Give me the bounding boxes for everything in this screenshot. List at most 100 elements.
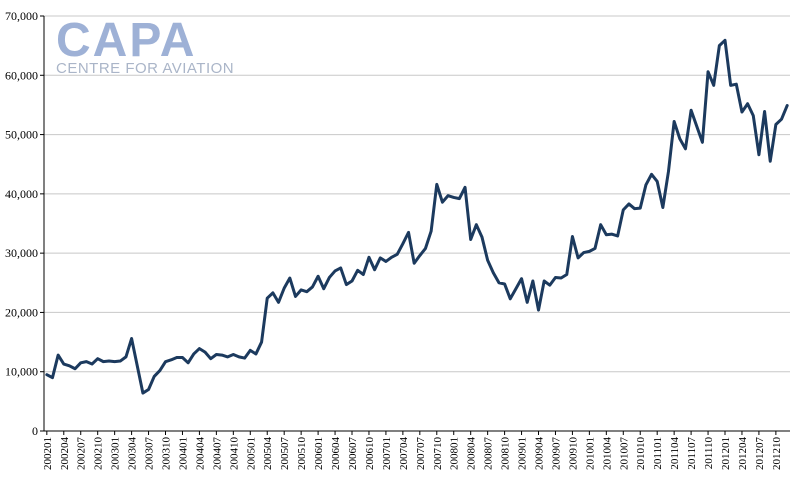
data-point — [119, 359, 122, 363]
x-tick-label: 200604 — [330, 437, 342, 471]
data-point — [661, 206, 665, 209]
x-tick-label: 200401 — [177, 437, 189, 470]
data-point — [181, 356, 184, 359]
data-point — [655, 180, 659, 183]
data-point — [130, 337, 133, 340]
data-point — [492, 271, 495, 274]
x-tick-label: 201004 — [601, 437, 613, 471]
data-point — [356, 269, 359, 272]
data-point — [113, 360, 116, 363]
data-point — [644, 183, 648, 187]
x-tick-label: 200704 — [398, 437, 410, 471]
data-point — [271, 291, 275, 295]
x-tick-label: 200204 — [59, 437, 71, 471]
data-point — [316, 275, 320, 278]
data-point — [752, 114, 755, 117]
data-point — [367, 256, 371, 259]
data-point — [785, 104, 789, 107]
y-tick-label: 60,000 — [5, 68, 38, 82]
data-point — [684, 147, 687, 150]
data-point — [435, 183, 438, 186]
data-point — [339, 266, 342, 270]
data-point — [424, 247, 427, 250]
data-point — [322, 287, 325, 290]
x-tick-label: 200610 — [364, 437, 376, 471]
data-point — [723, 39, 727, 42]
data-point — [763, 110, 766, 113]
data-point — [497, 281, 501, 284]
x-tick-label: 200301 — [110, 437, 122, 470]
data-point — [639, 206, 642, 210]
x-tick-label: 200407 — [211, 437, 223, 471]
data-point — [45, 373, 49, 376]
series-layer — [45, 38, 789, 395]
data-point — [757, 153, 761, 156]
data-point — [689, 109, 693, 112]
data-point — [514, 287, 518, 290]
data-point — [198, 347, 201, 350]
data-point — [141, 391, 145, 395]
x-tick-label: 200207 — [76, 437, 88, 471]
data-point — [277, 301, 280, 304]
data-point — [729, 84, 732, 87]
y-tick-label: 50,000 — [5, 128, 38, 142]
x-tick-label: 200201 — [42, 437, 54, 470]
data-point — [429, 230, 433, 233]
data-point — [345, 283, 348, 286]
data-point — [169, 358, 173, 362]
x-tick-label: 201007 — [618, 437, 630, 471]
data-point — [282, 286, 286, 290]
data-point — [305, 290, 308, 293]
capa-logo: CAPA CENTRE FOR AVIATION — [56, 14, 234, 77]
y-tick-label: 10,000 — [5, 365, 38, 379]
data-point — [254, 352, 258, 356]
data-point — [220, 353, 224, 357]
data-point — [164, 360, 167, 363]
x-tick-label: 200907 — [550, 437, 562, 471]
x-tick-label: 200807 — [483, 436, 495, 470]
x-tick-label: 201207 — [754, 437, 766, 471]
logo-sub-text: CENTRE FOR AVIATION — [56, 60, 234, 77]
data-point — [548, 283, 552, 287]
data-point — [718, 44, 721, 47]
data-point — [107, 359, 111, 363]
x-tick-label: 201010 — [635, 437, 647, 471]
data-point — [328, 276, 331, 279]
data-point — [243, 356, 246, 360]
data-point — [79, 361, 82, 365]
data-point — [509, 297, 512, 300]
data-point — [390, 256, 393, 259]
data-point — [520, 277, 523, 280]
x-tick-label: 201204 — [737, 437, 749, 471]
data-point — [294, 295, 297, 298]
data-point — [85, 360, 88, 363]
x-tick-label: 201104 — [669, 437, 681, 470]
series-line — [45, 38, 789, 395]
data-point — [186, 361, 190, 365]
data-point — [56, 353, 60, 357]
x-tick-label: 200310 — [161, 437, 173, 471]
data-point — [622, 208, 625, 212]
data-point — [192, 352, 195, 356]
y-tick-label: 30,000 — [5, 246, 38, 260]
data-point — [463, 186, 467, 189]
data-point — [446, 194, 450, 197]
x-tick-label: 200504 — [262, 437, 274, 471]
data-point — [232, 353, 235, 356]
data-point — [226, 355, 229, 359]
data-point — [599, 223, 602, 226]
data-point — [412, 262, 416, 265]
data-point — [96, 357, 99, 360]
data-point — [333, 269, 337, 273]
data-point — [746, 102, 749, 105]
y-tick-label: 40,000 — [5, 187, 38, 201]
logo-main-text: CAPA — [56, 14, 196, 67]
data-point — [486, 259, 489, 262]
x-tick-label: 200510 — [296, 437, 308, 471]
data-point — [147, 388, 150, 391]
data-point — [769, 160, 772, 163]
data-point — [740, 110, 744, 114]
data-point — [701, 141, 704, 144]
data-point — [136, 364, 139, 367]
data-point — [362, 273, 365, 276]
